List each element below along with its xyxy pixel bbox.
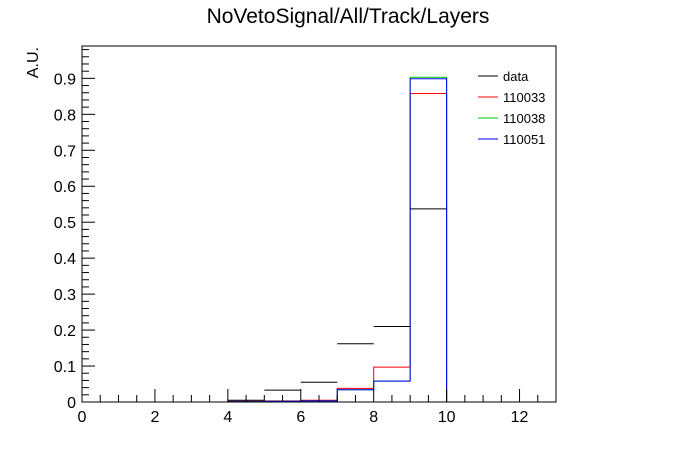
legend-label-110051: 110051: [503, 132, 545, 147]
y-tick-label: 0.3: [54, 287, 76, 304]
plot-frame: [81, 45, 557, 403]
x-tick-label: 6: [296, 409, 305, 426]
legend-label-data: data: [503, 69, 529, 84]
legend: data 110033 110038 110051: [478, 69, 545, 147]
legend-label-110038: 110038: [503, 111, 545, 126]
y-tick-label: 0: [67, 395, 76, 412]
x-tick-label: 12: [511, 409, 529, 426]
series-110038-step: [82, 76, 556, 403]
y-tick-label: 0.5: [54, 215, 76, 232]
series-110033-step: [82, 92, 556, 403]
x-tick-label: 10: [438, 409, 456, 426]
y-tick-label: 0.2: [54, 323, 76, 340]
x-tick-label: 8: [369, 409, 378, 426]
y-tick-label: 0.6: [54, 179, 76, 196]
y-axis-label: A.U.: [25, 47, 42, 78]
y-tick-label: 0.8: [54, 107, 76, 124]
axes-layer: 0 2 4 6 8 10 12 0 0.1 0.2 0.3 0.4 0.5 0.6 0.7 0.8 0.9: [54, 49, 557, 426]
x-tick-label: 4: [223, 409, 232, 426]
chart-title: NoVetoSignal/All/Track/Layers: [207, 5, 490, 28]
series-layer: [82, 76, 556, 403]
x-tick-label: 0: [78, 409, 87, 426]
y-tick-label: 0.9: [54, 71, 76, 88]
y-tick-label: 0.4: [54, 251, 76, 268]
x-tick-label: 2: [150, 409, 159, 426]
y-tick-label: 0.1: [54, 359, 76, 376]
series-110051-step: [82, 78, 556, 403]
y-tick-label: 0.7: [54, 143, 76, 160]
legend-label-110033: 110033: [503, 90, 545, 105]
